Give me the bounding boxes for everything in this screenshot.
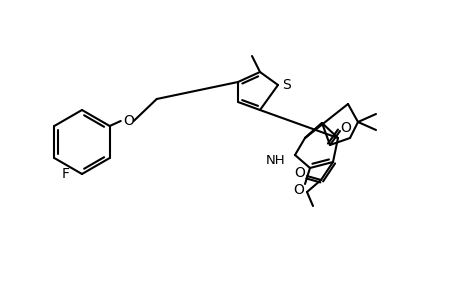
Text: O: O (294, 166, 305, 180)
Text: O: O (340, 121, 351, 135)
Text: S: S (282, 78, 291, 92)
Text: O: O (293, 183, 304, 197)
Text: NH: NH (265, 154, 285, 166)
Text: F: F (62, 167, 70, 181)
Text: O: O (123, 114, 134, 128)
